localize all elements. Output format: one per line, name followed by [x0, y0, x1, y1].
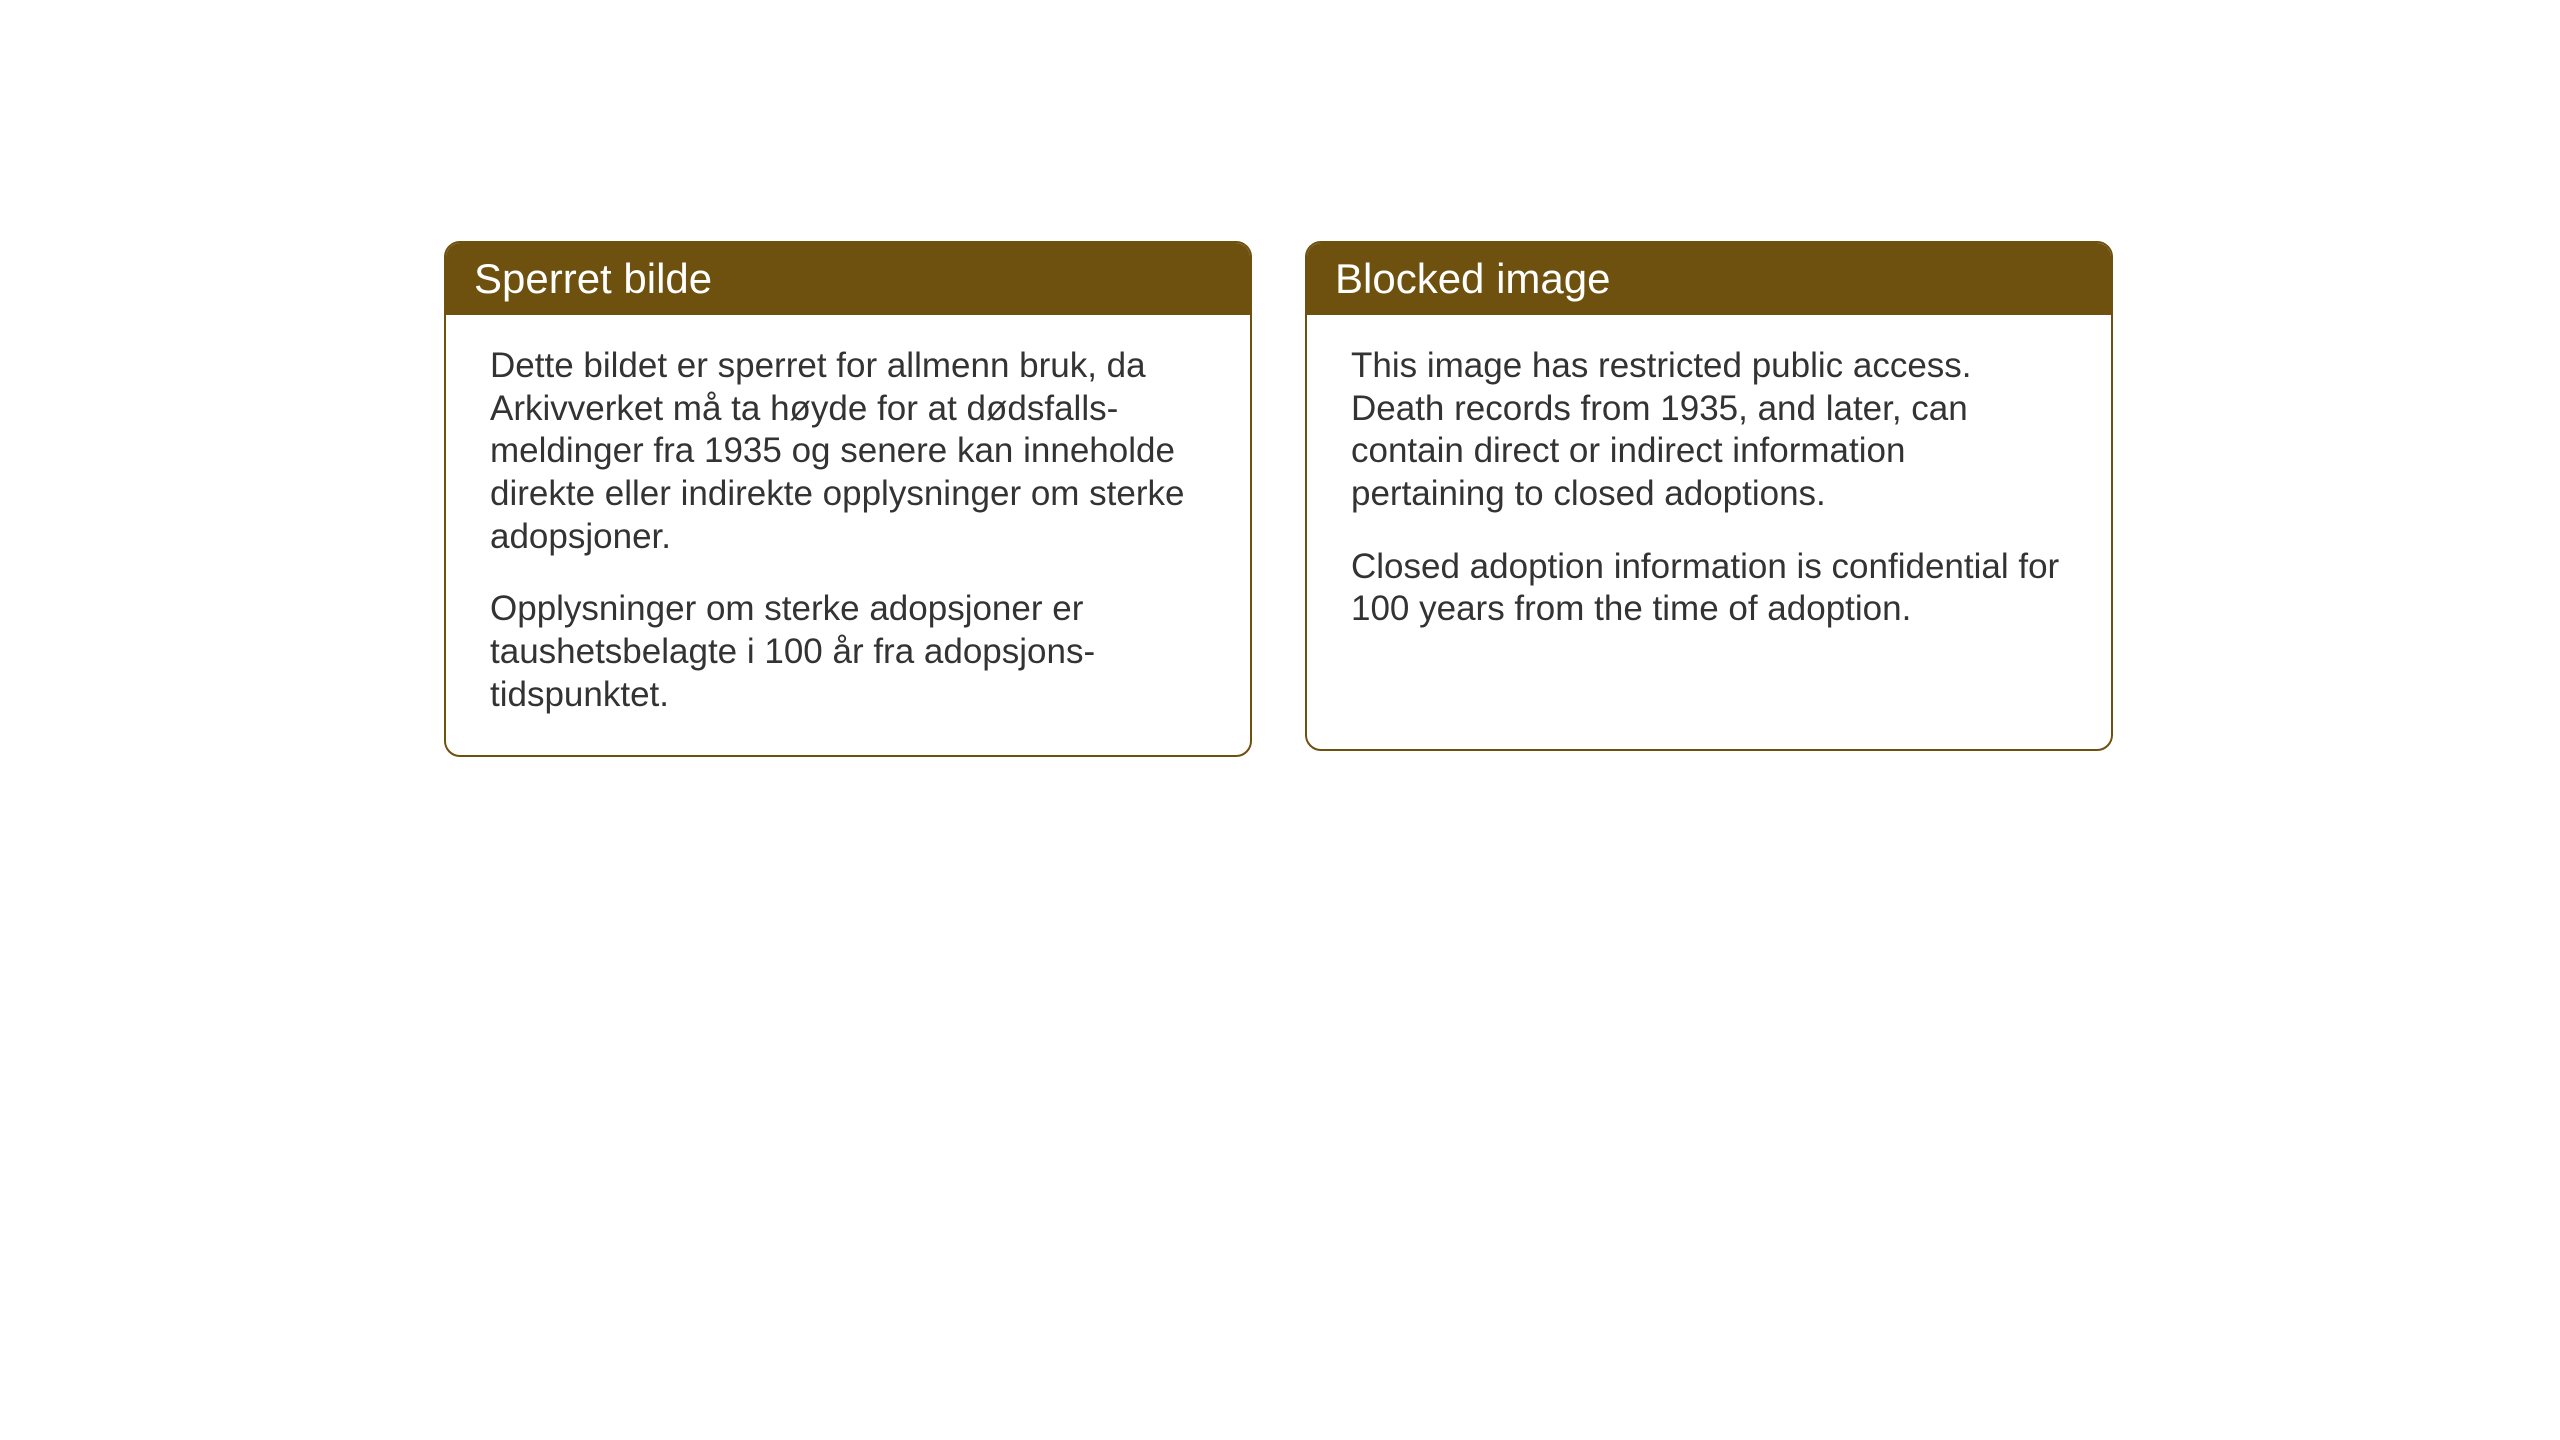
norwegian-card-title: Sperret bilde	[446, 243, 1250, 315]
cards-container: Sperret bilde Dette bildet er sperret fo…	[444, 241, 2113, 757]
english-paragraph-2: Closed adoption information is confident…	[1351, 546, 2067, 631]
norwegian-paragraph-2: Opplysninger om sterke adopsjoner er tau…	[490, 588, 1206, 716]
norwegian-card: Sperret bilde Dette bildet er sperret fo…	[444, 241, 1252, 757]
english-card: Blocked image This image has restricted …	[1305, 241, 2113, 751]
norwegian-card-body: Dette bildet er sperret for allmenn bruk…	[446, 315, 1250, 755]
english-card-body: This image has restricted public access.…	[1307, 315, 2111, 669]
norwegian-paragraph-1: Dette bildet er sperret for allmenn bruk…	[490, 345, 1206, 558]
english-card-title: Blocked image	[1307, 243, 2111, 315]
english-paragraph-1: This image has restricted public access.…	[1351, 345, 2067, 516]
